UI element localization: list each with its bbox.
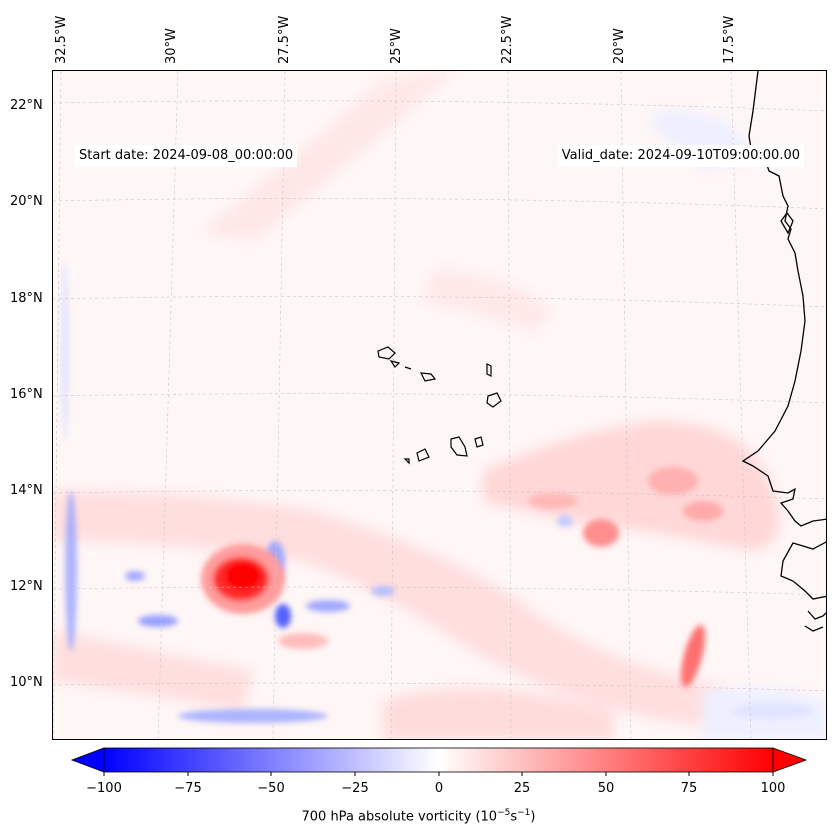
colorbar-tick-label: 25 xyxy=(513,781,531,796)
lat-label-10n: 10°N xyxy=(10,675,43,690)
lon-label-20w: 20°W xyxy=(612,28,627,64)
colorbar-tick-label: 75 xyxy=(680,781,698,796)
colorbar-max-extend xyxy=(772,747,808,773)
graticule xyxy=(53,71,826,739)
cape-verde-islands xyxy=(377,346,502,465)
lat-label-16n: 16°N xyxy=(10,387,43,402)
vorticity-map: Start date: 2024-09-08_00:00:00 Valid_da… xyxy=(52,70,827,740)
lon-label-32-5w: 32.5°W xyxy=(54,15,69,64)
coastline xyxy=(741,71,826,632)
valid-date-label: Valid_date: 2024-09-10T09:00:00.00 xyxy=(557,145,804,167)
lat-label-20n: 20°N xyxy=(10,194,43,209)
colorbar xyxy=(70,747,808,776)
start-date-label: Start date: 2024-09-08_00:00:00 xyxy=(75,145,298,167)
lat-label-18n: 18°N xyxy=(10,291,43,306)
colorbar-gradient xyxy=(103,747,774,773)
lat-label-14n: 14°N xyxy=(10,483,43,498)
lon-label-25w: 25°W xyxy=(389,28,404,64)
positive-vorticity-maxima xyxy=(201,467,723,687)
lon-label-22-5w: 22.5°W xyxy=(500,15,515,64)
colorbar-min-extend xyxy=(70,747,105,773)
colorbar-tick-label: 100 xyxy=(760,781,786,796)
colorbar-title: 700 hPa absolute vorticity (10−5s−1) xyxy=(301,808,536,825)
colorbar-tick-label: −100 xyxy=(86,781,122,796)
lat-label-22n: 22°N xyxy=(10,98,43,113)
vorticity-field xyxy=(53,71,826,739)
colorbar-tick-label: −25 xyxy=(341,781,369,796)
colorbar-tick-label: −75 xyxy=(174,781,202,796)
colorbar-ticks xyxy=(103,772,774,776)
lon-label-17-5w: 17.5°W xyxy=(722,15,737,64)
colorbar-tick-label: −50 xyxy=(257,781,285,796)
background-field xyxy=(53,71,826,739)
lon-label-27-5w: 27.5°W xyxy=(277,15,292,64)
colorbar-tick-label: 50 xyxy=(597,781,615,796)
lon-label-30w: 30°W xyxy=(164,28,179,64)
colorbar-tick-label: 0 xyxy=(434,781,444,796)
lat-label-12n: 12°N xyxy=(10,579,43,594)
